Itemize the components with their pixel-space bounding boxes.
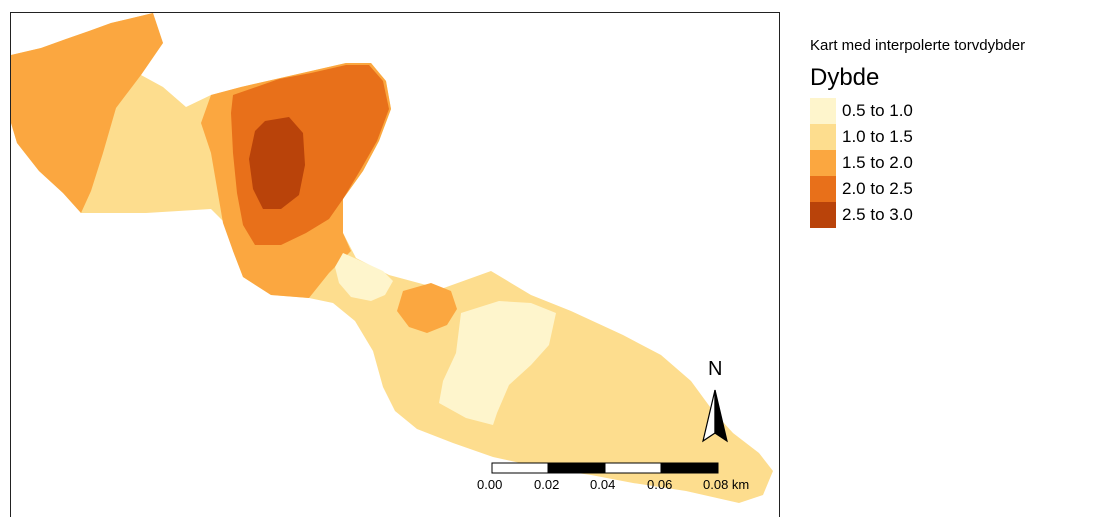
depth-zone-0-5-to-1-0-north	[335, 253, 393, 301]
legend-label: 2.5 to 3.0	[842, 205, 913, 224]
legend-label: 0.5 to 1.0	[842, 101, 913, 120]
scale-bar-segment-1	[491, 462, 549, 474]
legend-item: 2.5 to 3.0	[810, 202, 1110, 228]
scale-tick-0: 0.00	[477, 477, 502, 492]
scale-tick-2: 0.04	[590, 477, 615, 492]
legend-item: 1.5 to 2.0	[810, 150, 1110, 176]
legend-item: 1.0 to 1.5	[810, 124, 1110, 150]
legend-caption: Kart med interpolerte torvdybder	[810, 37, 1026, 54]
map-legend: Kart med interpolerte torvdybder Dybde 0…	[810, 36, 1110, 228]
scale-tick-1: 0.02	[534, 477, 559, 492]
map-panel: N 0.00 0.02 0.04 0.06 0.08 km	[10, 12, 780, 517]
depth-zone-0-5-to-1-0-south	[439, 301, 556, 425]
legend-item: 2.0 to 2.5	[810, 176, 1110, 202]
depth-zone-1-5-to-2-0-west	[11, 13, 163, 213]
depth-zone-2-5-to-3-0	[249, 117, 305, 209]
scale-bar: 0.00 0.02 0.04 0.06 0.08 km	[477, 462, 749, 492]
peat-depth-map: N 0.00 0.02 0.04 0.06 0.08 km	[11, 13, 773, 503]
scale-bar-segment-2	[547, 462, 606, 474]
legend-label: 1.0 to 1.5	[842, 127, 913, 146]
legend-label: 1.5 to 2.0	[842, 153, 913, 172]
legend-label: 2.0 to 2.5	[842, 179, 913, 198]
legend-swatch	[810, 124, 836, 150]
legend-swatch	[810, 98, 836, 124]
legend-item: 0.5 to 1.0	[810, 98, 1110, 124]
depth-zone-1-0-to-1-5	[11, 13, 773, 503]
scale-bar-segment-4	[660, 462, 719, 474]
legend-swatch	[810, 202, 836, 228]
scale-bar-segment-3	[604, 462, 662, 474]
depth-zone-1-5-to-2-0-east	[397, 283, 457, 333]
legend-title: Dybde	[810, 64, 880, 91]
scale-tick-3: 0.06	[647, 477, 672, 492]
north-arrow-right-half	[714, 389, 728, 443]
north-label: N	[708, 358, 722, 380]
legend-swatch	[810, 150, 836, 176]
scale-tick-4: 0.08 km	[703, 477, 749, 492]
north-arrow-icon: N	[702, 358, 728, 443]
legend-swatch	[810, 176, 836, 202]
